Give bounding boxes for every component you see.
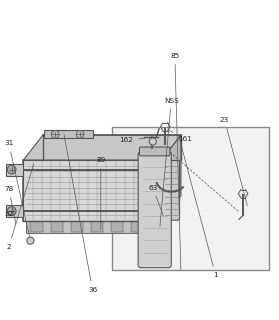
Polygon shape <box>50 221 63 232</box>
Text: 36: 36 <box>64 134 97 293</box>
Polygon shape <box>6 205 23 217</box>
FancyBboxPatch shape <box>44 130 93 139</box>
Text: 161: 161 <box>169 130 192 142</box>
FancyBboxPatch shape <box>138 152 171 268</box>
FancyBboxPatch shape <box>140 147 170 156</box>
FancyBboxPatch shape <box>163 161 180 220</box>
Text: 31: 31 <box>4 140 30 238</box>
Text: 2: 2 <box>6 164 34 250</box>
Polygon shape <box>111 221 124 232</box>
Text: 85: 85 <box>170 52 181 270</box>
Text: 32: 32 <box>4 211 16 217</box>
Polygon shape <box>71 221 83 232</box>
Circle shape <box>51 131 59 138</box>
Polygon shape <box>23 135 181 160</box>
Circle shape <box>76 131 84 138</box>
Polygon shape <box>30 221 43 232</box>
Polygon shape <box>131 221 144 232</box>
FancyBboxPatch shape <box>112 127 269 270</box>
Polygon shape <box>23 160 162 221</box>
Text: NSS: NSS <box>160 98 179 226</box>
Text: 1: 1 <box>179 136 218 278</box>
Circle shape <box>7 165 16 174</box>
Text: 63: 63 <box>148 185 163 216</box>
Polygon shape <box>151 221 164 232</box>
Polygon shape <box>91 221 103 232</box>
Text: 23: 23 <box>220 117 247 206</box>
Polygon shape <box>6 164 23 176</box>
Text: 162: 162 <box>120 137 145 143</box>
Polygon shape <box>162 135 181 221</box>
Circle shape <box>149 138 156 145</box>
Polygon shape <box>26 221 162 233</box>
Circle shape <box>27 237 34 244</box>
Text: 78: 78 <box>4 186 16 224</box>
Text: 89: 89 <box>96 157 105 230</box>
Circle shape <box>7 207 16 216</box>
